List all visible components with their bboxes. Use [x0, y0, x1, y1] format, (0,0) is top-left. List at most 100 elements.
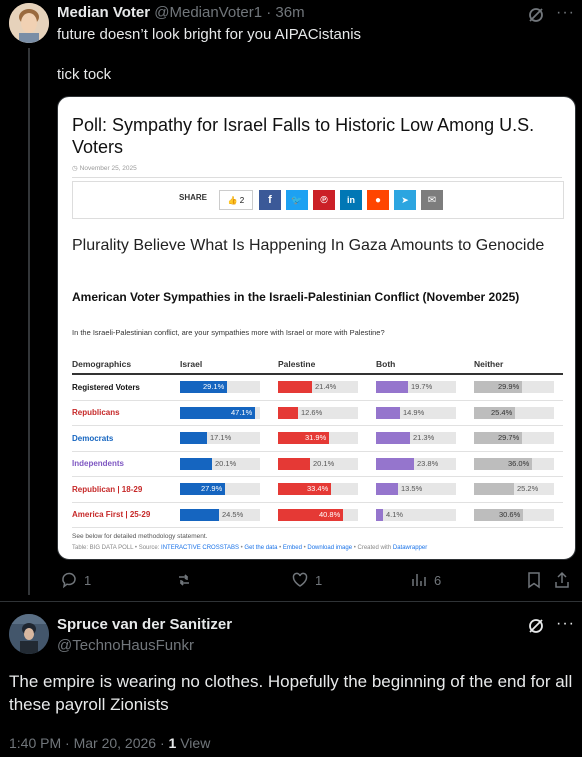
- author-handle[interactable]: @MedianVoter1: [154, 4, 263, 21]
- created-with: • Created with: [353, 545, 392, 551]
- reply-button[interactable]: 1: [60, 571, 91, 589]
- bar-mark: [474, 483, 514, 496]
- more-options-icon[interactable]: ···: [556, 615, 575, 632]
- bar-cell: 23.8%: [376, 457, 456, 470]
- post-time[interactable]: 36m: [275, 4, 305, 21]
- view-count: 6: [434, 572, 442, 588]
- column-header: Neither: [474, 359, 563, 375]
- tweet1-header: Median Voter @MedianVoter1 · 36m: [57, 4, 305, 21]
- bookmark-icon: [528, 572, 540, 589]
- facebook-share-icon[interactable]: f: [259, 190, 281, 210]
- grok-icon[interactable]: [527, 617, 545, 635]
- twitter-share-icon[interactable]: 🐦: [286, 190, 308, 210]
- bar-value-label: 12.6%: [301, 407, 323, 417]
- crosstabs-link[interactable]: INTERACTIVE CROSSTABS: [161, 545, 239, 551]
- repost-button[interactable]: [175, 571, 193, 589]
- author-handle[interactable]: @TechnoHausFunkr: [57, 637, 194, 654]
- bookmark-button[interactable]: [525, 571, 543, 589]
- article-headline: Poll: Sympathy for Israel Falls to Histo…: [72, 115, 535, 157]
- bar-cell: 31.9%: [278, 432, 358, 445]
- column-header: Israel: [180, 359, 278, 375]
- table-row: Republican | 18-29 27.9% 33.4% 13.5% 25.2%: [72, 476, 563, 503]
- reddit-share-icon[interactable]: ●: [367, 190, 389, 210]
- grok-icon[interactable]: [527, 6, 545, 24]
- bar-mark: [278, 381, 312, 394]
- bar-mark: [180, 483, 225, 496]
- bar-cell: 25.4%: [474, 406, 554, 419]
- heart-icon: [292, 572, 308, 587]
- bar-cell: 40.8%: [278, 508, 358, 521]
- download-link[interactable]: Download image: [307, 545, 353, 551]
- view-count: 1: [168, 735, 177, 751]
- bar-mark: [180, 406, 255, 419]
- bar-cell: 25.2%: [474, 483, 554, 496]
- views-button[interactable]: 6: [410, 571, 441, 589]
- bar-mark: [180, 381, 227, 394]
- linkedin-share-icon[interactable]: in: [340, 190, 362, 210]
- email-share-icon[interactable]: ✉: [421, 190, 443, 210]
- bar-mark: [376, 483, 398, 496]
- more-options-icon[interactable]: ···: [556, 4, 575, 21]
- article-date: November 25, 2025: [79, 164, 137, 172]
- bar-mark: [278, 457, 310, 470]
- row-label: Independents: [72, 459, 125, 469]
- bar-value-label: 17.1%: [210, 433, 232, 443]
- share-button[interactable]: [553, 571, 571, 589]
- attached-image[interactable]: Poll: Sympathy for Israel Falls to Histo…: [57, 96, 576, 560]
- bar-value-label: 29.7%: [498, 433, 520, 443]
- bar-cell: 21.3%: [376, 432, 456, 445]
- table-header-row: Demographics Israel Palestine Both Neith…: [72, 359, 563, 375]
- bar-mark: [278, 483, 331, 496]
- author-name[interactable]: Median Voter: [57, 4, 151, 21]
- row-label: Democrats: [72, 433, 114, 443]
- share-icon: [555, 571, 569, 588]
- reply-icon: [62, 572, 76, 589]
- bar-mark: [376, 432, 410, 445]
- bar-cell: 47.1%: [180, 406, 260, 419]
- view-label: View: [180, 735, 211, 751]
- bar-cell: 27.9%: [180, 483, 260, 496]
- tweet2-text: The empire is wearing no clothes. Hopefu…: [9, 672, 573, 714]
- bar-value-label: 25.2%: [517, 484, 539, 494]
- bar-mark: [474, 457, 532, 470]
- datawrapper-link[interactable]: Datawrapper: [392, 545, 428, 551]
- bar-value-label: 47.1%: [231, 407, 253, 417]
- get-data-link[interactable]: Get the data: [244, 545, 278, 551]
- thumbs-up-icon: 👍: [227, 195, 238, 205]
- like-button[interactable]: 1: [291, 571, 322, 589]
- repost-icon: [179, 574, 189, 586]
- column-header: Demographics: [72, 359, 180, 375]
- source-table: Table: BIG DATA POLL: [72, 545, 134, 551]
- avatar-spruce[interactable]: [9, 614, 49, 654]
- bar-cell: 20.1%: [180, 457, 260, 470]
- bar-cell: 14.9%: [376, 406, 456, 419]
- crosstab-table: Demographics Israel Palestine Both Neith…: [72, 359, 563, 528]
- table-row: Democrats 17.1% 31.9% 21.3% 29.7%: [72, 425, 563, 452]
- bar-mark: [376, 457, 414, 470]
- post-timestamp[interactable]: 1:40 PM · Mar 20, 2026 ·: [9, 735, 165, 751]
- bar-mark: [278, 432, 329, 445]
- telegram-share-icon[interactable]: ➤: [394, 190, 416, 210]
- bar-value-label: 29.1%: [203, 382, 225, 392]
- bar-mark: [180, 432, 207, 445]
- embed-link[interactable]: Embed: [282, 545, 302, 551]
- bar-mark: [180, 457, 212, 470]
- bar-value-label: 13.5%: [401, 484, 423, 494]
- bar-cell: 19.7%: [376, 381, 456, 394]
- bar-cell: 33.4%: [278, 483, 358, 496]
- article-divider: [72, 177, 562, 178]
- pinterest-share-icon[interactable]: ℗: [313, 190, 335, 210]
- author-name[interactable]: Spruce van der Sanitizer: [57, 616, 233, 633]
- thread-line: [28, 48, 30, 595]
- bar-value-label: 20.1%: [215, 458, 237, 468]
- bar-value-label: 21.3%: [413, 433, 435, 443]
- source-sep: • Source:: [134, 545, 160, 551]
- bar-value-label: 29.9%: [498, 382, 520, 392]
- bar-value-label: 23.8%: [417, 458, 439, 468]
- avatar-median-voter[interactable]: [9, 3, 49, 43]
- bar-cell: 4.1%: [376, 508, 456, 521]
- methodology-note: See below for detailed methodology state…: [72, 533, 208, 540]
- bar-mark: [474, 381, 522, 394]
- row-label: Registered Voters: [72, 382, 140, 392]
- like-counter[interactable]: 👍 2: [219, 190, 253, 210]
